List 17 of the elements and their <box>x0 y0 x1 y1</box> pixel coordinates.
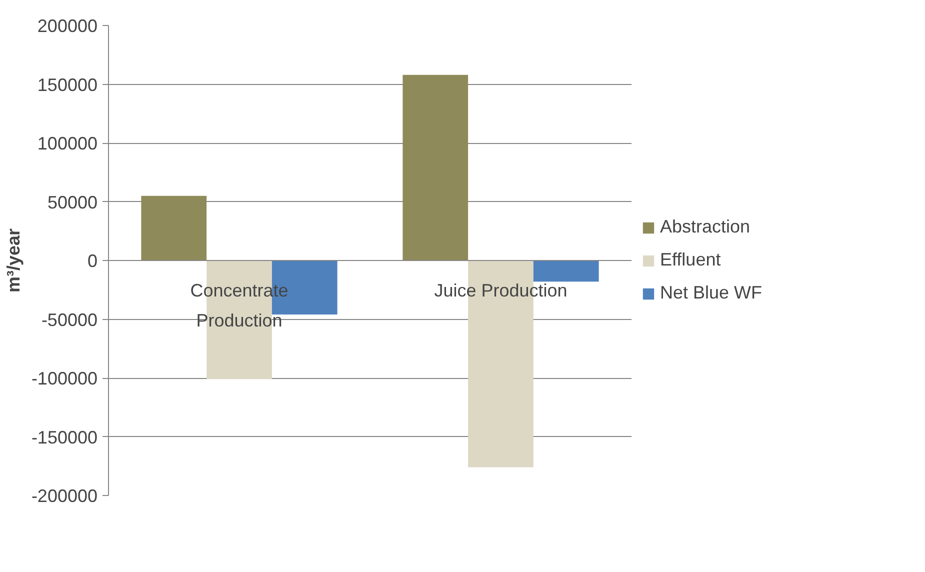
y-tick-label: 150000 <box>37 74 98 95</box>
legend-label: Effluent <box>660 250 721 270</box>
y-tick-label: 100000 <box>37 134 98 154</box>
bar <box>402 74 468 260</box>
legend-label: Net Blue WF <box>660 282 762 304</box>
bar <box>533 260 599 282</box>
y-axis-title: m³/year <box>3 228 24 293</box>
bar <box>141 196 207 260</box>
y-tick-label: -100000 <box>31 368 98 388</box>
y-tick-label: 0 <box>87 251 98 271</box>
y-tick-label: 50000 <box>47 192 98 212</box>
y-tick-label: -150000 <box>31 427 98 448</box>
legend-label: Abstraction <box>660 216 750 238</box>
y-tick-label: -50000 <box>41 310 98 330</box>
y-tick-label: 200000 <box>37 16 98 36</box>
y-tick-label: -200000 <box>31 486 98 506</box>
x-tick-label: Juice Production <box>434 280 568 300</box>
